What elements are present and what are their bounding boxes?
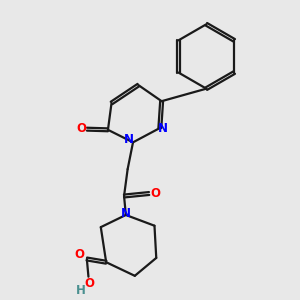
Text: N: N (121, 207, 131, 220)
Text: N: N (124, 133, 134, 146)
Text: O: O (75, 248, 85, 261)
Text: H: H (76, 284, 85, 297)
Text: O: O (151, 187, 160, 200)
Text: N: N (158, 122, 167, 134)
Text: O: O (76, 122, 86, 135)
Text: O: O (84, 277, 94, 290)
